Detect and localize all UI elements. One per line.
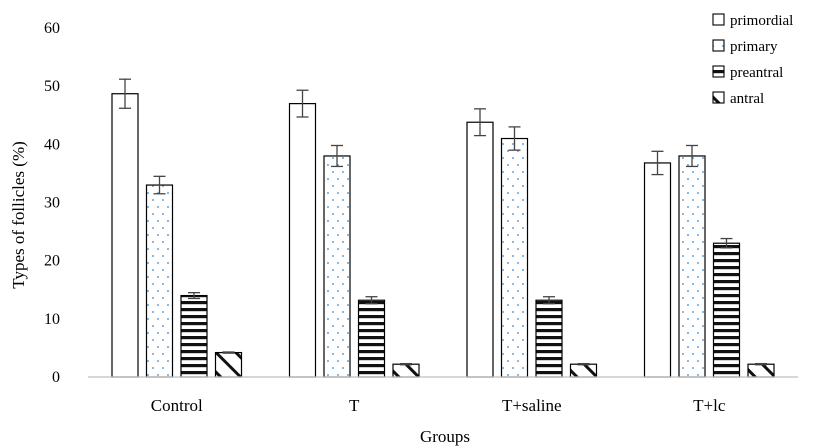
bar-antral — [747, 363, 775, 378]
x-category-label: Control — [151, 396, 203, 415]
legend-label: primordial — [730, 13, 793, 29]
error-bar — [474, 108, 486, 137]
bar-primary — [145, 184, 174, 378]
error-bar — [400, 362, 412, 366]
bar-preantral — [535, 299, 563, 378]
error-bar — [686, 144, 698, 168]
legend-swatch — [712, 65, 725, 78]
legend-label: antral — [730, 91, 764, 107]
y-tick-label: 50 — [44, 78, 60, 95]
error-bar — [153, 175, 166, 195]
legend-label: preantral — [730, 65, 783, 81]
bar-primary — [678, 155, 706, 378]
bar-preantral — [180, 294, 208, 378]
y-tick-label: 10 — [44, 311, 60, 328]
bar-antral — [214, 351, 243, 378]
bar-preantral — [712, 242, 741, 378]
y-tick-label: 30 — [44, 195, 60, 212]
legend-swatch — [712, 91, 725, 104]
y-axis-title: Types of follicles (%) — [9, 141, 28, 289]
bar-primary — [323, 155, 351, 378]
bar-primordial — [466, 121, 494, 378]
legend: primordial primary preantral antral — [712, 13, 793, 107]
error-bar — [577, 362, 590, 366]
x-axis-category-labels: Control T T+saline T+lc — [151, 396, 726, 415]
legend-label: primary — [730, 39, 778, 55]
error-bar — [720, 237, 733, 249]
bar-antral — [392, 363, 420, 378]
legend-swatch — [712, 39, 725, 52]
y-tick-label: 0 — [52, 369, 60, 386]
legend-item: primary — [712, 39, 778, 55]
legend-item: antral — [712, 91, 764, 107]
y-tick-label: 20 — [44, 253, 60, 270]
error-bar — [365, 296, 378, 305]
x-category-label: T+saline — [502, 396, 562, 415]
bar-primordial — [288, 103, 317, 378]
y-tick-label: 40 — [44, 136, 60, 153]
y-axis-tick-labels: 0 10 20 30 40 50 60 — [44, 20, 60, 386]
bar-antral — [569, 363, 598, 378]
error-bar — [222, 351, 235, 354]
bar-primordial — [643, 162, 672, 378]
legend-swatch — [712, 13, 725, 26]
error-bar — [119, 78, 131, 109]
x-category-label: T+lc — [693, 396, 726, 415]
error-bar — [651, 150, 664, 176]
error-bar — [508, 126, 521, 151]
error-bar — [331, 144, 343, 168]
error-bar — [543, 296, 555, 305]
y-tick-label: 60 — [44, 20, 60, 37]
error-bars — [119, 78, 767, 366]
bar-series — [111, 93, 775, 378]
error-bar — [755, 362, 767, 366]
x-axis-title: Groups — [420, 427, 470, 446]
x-category-label: T — [349, 396, 360, 415]
legend-item: primordial — [712, 13, 793, 29]
bar-preantral — [357, 299, 386, 378]
error-bar — [188, 292, 200, 300]
bar-primordial — [111, 93, 139, 378]
bar-primary — [500, 137, 529, 378]
error-bar — [296, 89, 309, 118]
legend-item: preantral — [712, 65, 783, 81]
